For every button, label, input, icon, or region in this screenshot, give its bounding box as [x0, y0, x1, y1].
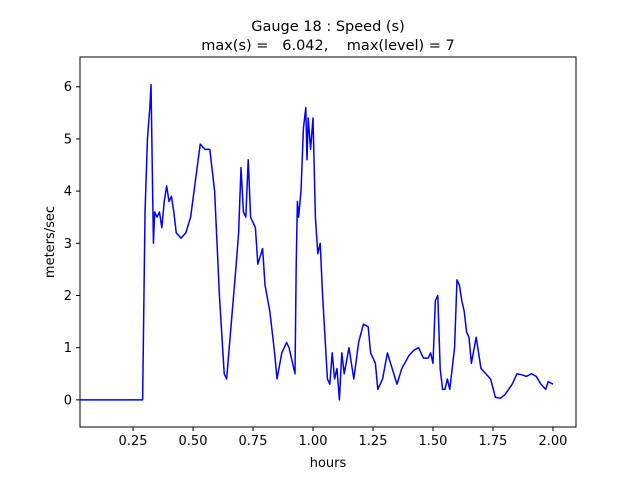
x-tick-label: 2.00: [538, 434, 567, 449]
y-tick-label: 2: [64, 289, 72, 304]
y-tick-label: 4: [64, 185, 72, 200]
y-axis-label: meters/sec: [43, 206, 58, 278]
x-tick-label: 1.50: [419, 434, 448, 449]
y-tick-label: 5: [64, 132, 72, 147]
y-tick-label: 0: [64, 393, 72, 408]
y-tick-label: 1: [64, 341, 72, 356]
x-tick-label: 1.25: [359, 434, 388, 449]
x-tick-label: 1.00: [299, 434, 328, 449]
chart-subtitle: max(s) = 6.042, max(level) = 7: [201, 38, 455, 54]
plot-frame: [79, 56, 577, 428]
y-tick-label: 3: [64, 237, 72, 252]
x-tick-label: 0.25: [119, 434, 148, 449]
x-axis-label: hours: [310, 456, 347, 471]
x-tick-label: 0.75: [239, 434, 268, 449]
chart-title: Gauge 18 : Speed (s): [251, 19, 405, 35]
y-tick-label: 6: [64, 80, 72, 95]
x-tick-label: 1.75: [478, 434, 507, 449]
x-tick-label: 0.50: [179, 434, 208, 449]
data-line: [80, 83, 554, 401]
